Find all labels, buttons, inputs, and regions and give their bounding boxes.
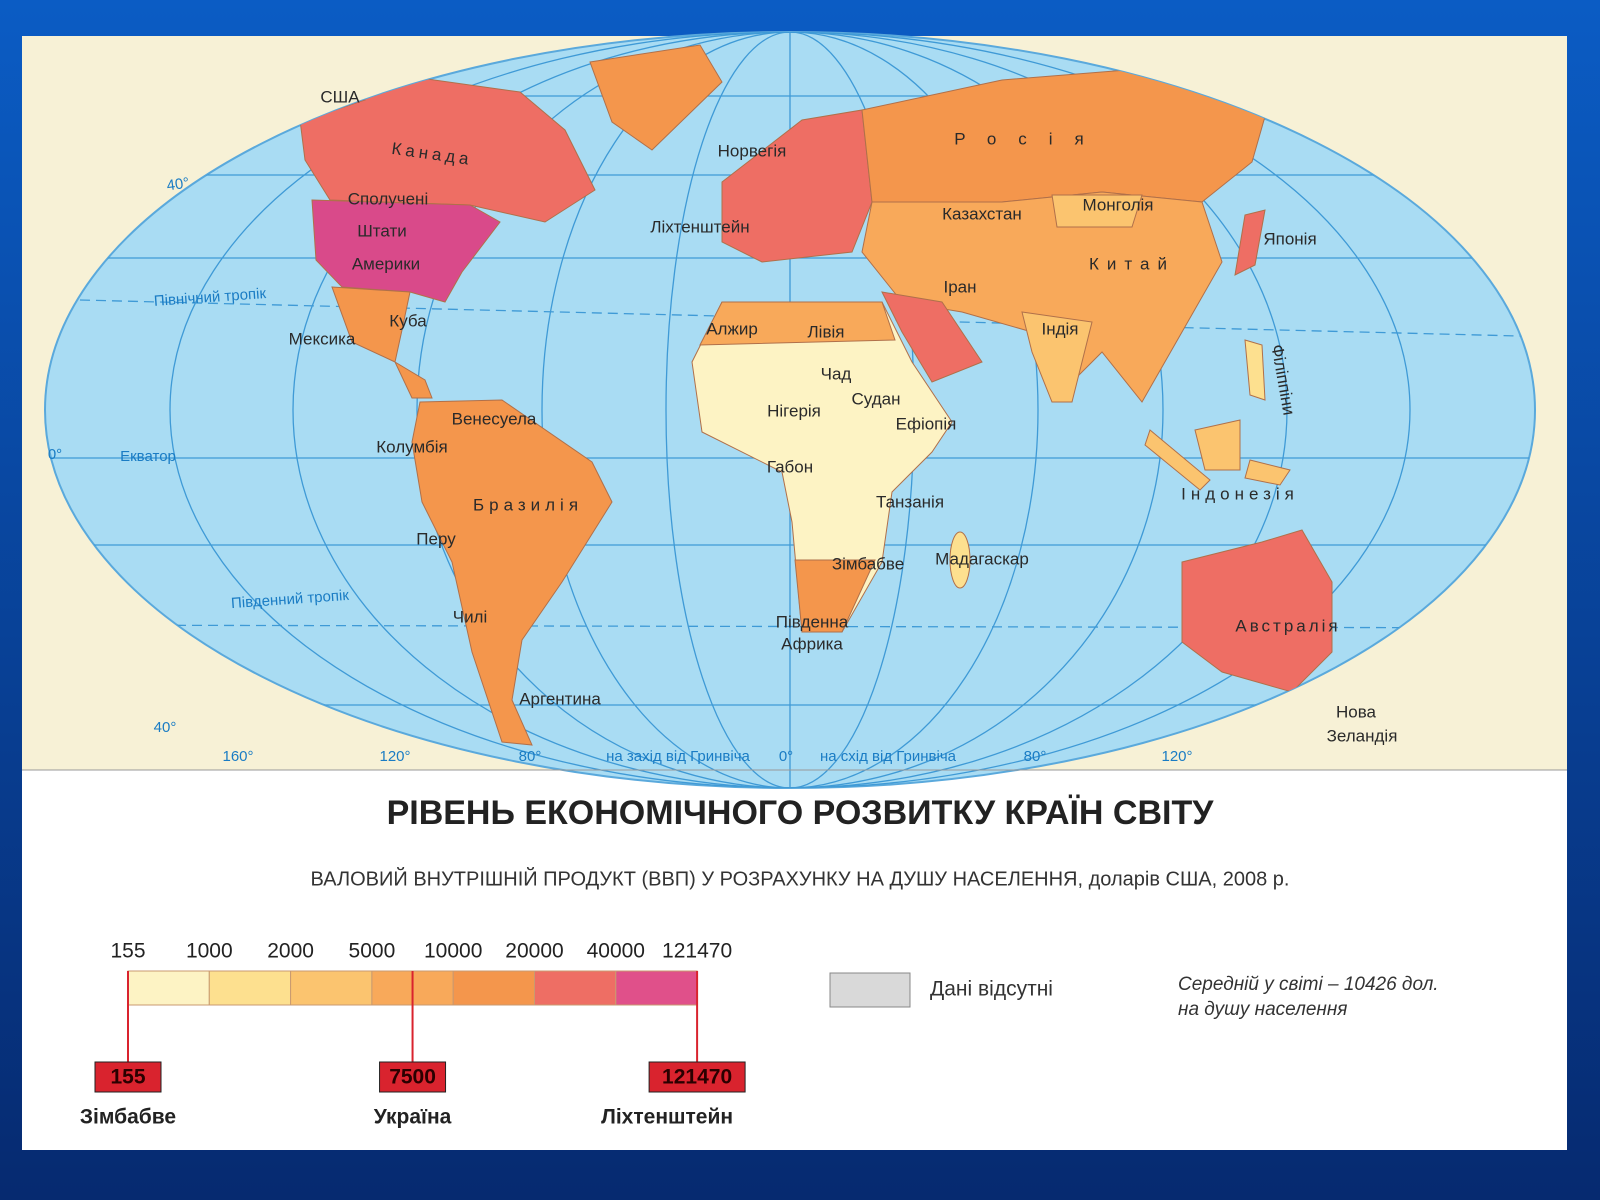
- marker-box: [648, 1061, 746, 1093]
- country-label: Індонезія: [1181, 484, 1299, 503]
- country-label: Монголія: [1082, 195, 1153, 214]
- europe: [721, 109, 873, 263]
- legend-swatch: [534, 970, 617, 1006]
- country-label: Зеландія: [1327, 726, 1398, 745]
- india: [1021, 311, 1093, 403]
- country-label: Судан: [852, 389, 901, 408]
- country-label: Африка: [781, 634, 843, 653]
- country-label: Чад: [821, 364, 852, 383]
- africa: [691, 301, 953, 633]
- marker-country: Зімбабве: [80, 1106, 176, 1129]
- north-africa: [699, 301, 896, 346]
- grid-label: Екватор: [120, 448, 176, 465]
- grid-label: 40°: [166, 174, 191, 194]
- grid-label: на схід від Гринвіча: [820, 748, 957, 765]
- grid-label: 40°: [154, 719, 177, 736]
- usa: [311, 199, 501, 303]
- legend-swatch: [127, 970, 210, 1006]
- grid-label: на захід від Гринвіча: [606, 748, 750, 765]
- legend-tick-label: 2000: [267, 940, 314, 963]
- no-data-label: Дані відсутні: [930, 978, 1053, 1001]
- marker-value: 155: [110, 1066, 145, 1089]
- grid-label: 0°: [48, 446, 62, 463]
- country-label: Аргентина: [519, 689, 601, 708]
- note: на душу населення: [1178, 999, 1347, 1020]
- country-label: Штати: [357, 221, 407, 240]
- country-label: Сполучені: [348, 189, 428, 208]
- marker-country: Ліхтенштейн: [601, 1106, 733, 1129]
- country-label: Перу: [416, 529, 456, 548]
- marker-box: [94, 1061, 162, 1093]
- country-label: Венесуела: [452, 409, 537, 428]
- country-label: Колумбія: [376, 437, 447, 456]
- country-label: Зімбабве: [832, 554, 904, 573]
- marker-value: 7500: [389, 1066, 436, 1089]
- country-label: Нігерія: [767, 401, 821, 420]
- marker-box: [379, 1061, 447, 1093]
- japan: [1234, 209, 1266, 276]
- marker-value: 121470: [662, 1066, 732, 1089]
- country-label: Австралія: [1235, 616, 1340, 635]
- arabia: [881, 291, 983, 383]
- marker-country: Україна: [374, 1106, 452, 1129]
- country-label: Алжир: [706, 319, 758, 338]
- country-label: Куба: [389, 311, 427, 330]
- country-label: Мексика: [289, 329, 356, 348]
- mongolia: [1051, 194, 1143, 228]
- subtitle: ВАЛОВИЙ ВНУТРІШНІЙ ПРОДУКТ (ВВП) У РОЗРА…: [311, 866, 1290, 890]
- country-label: Ліхтенштейн: [650, 217, 749, 236]
- legend-swatch: [290, 970, 373, 1006]
- mexico: [331, 286, 433, 399]
- title: РІВЕНЬ ЕКОНОМІЧНОГО РОЗВИТКУ КРАЇН СВІТУ: [387, 794, 1215, 832]
- country-label: Іран: [943, 277, 976, 296]
- country-label: Габон: [767, 457, 813, 476]
- country-label: Бразилія: [473, 495, 583, 514]
- greenland: [589, 44, 723, 151]
- country-label: Китай: [1089, 254, 1175, 273]
- australia: [1181, 529, 1333, 693]
- canada: [299, 77, 596, 223]
- country-label: Індія: [1041, 319, 1078, 338]
- madagascar: [949, 531, 971, 589]
- legend-tick-label: 10000: [424, 940, 482, 963]
- country-label: Казахстан: [942, 204, 1022, 223]
- country-label: Японія: [1263, 229, 1316, 248]
- grid-label: 80°: [1024, 748, 1047, 765]
- map: [44, 31, 1536, 789]
- legend-tick-label: 20000: [505, 940, 563, 963]
- country-label: Мадагаскар: [935, 549, 1029, 568]
- grid-label: 120°: [379, 748, 410, 765]
- grid-label: 160°: [222, 748, 253, 765]
- legend-tick-label: 1000: [186, 940, 233, 963]
- country-label: Росія: [954, 129, 1106, 148]
- country-label: Чилі: [453, 607, 488, 626]
- grid-label: 120°: [1161, 748, 1192, 765]
- no-data-swatch: [829, 972, 911, 1008]
- philippines: [1244, 339, 1266, 401]
- note: Середній у світі – 10426 дол.: [1178, 974, 1439, 995]
- legend-swatch: [208, 970, 292, 1006]
- country-label: США: [320, 87, 360, 106]
- country-label: Норвегія: [718, 141, 787, 160]
- legend-swatch: [615, 970, 698, 1006]
- grid-label: 0°: [779, 748, 793, 765]
- map-labels: СШАКанадаСполученіШтатиАмерикиМексикаКуб…: [289, 87, 1398, 745]
- country-label: Лівія: [808, 322, 845, 341]
- country-label: Південна: [776, 612, 849, 631]
- legend: 155 1000 2000 5000 10000 20000 40000 121470 155 З…: [80, 940, 1439, 1129]
- grid-label: 80°: [519, 748, 542, 765]
- legend-swatch: [452, 970, 536, 1006]
- legend-tick-label: 5000: [349, 940, 396, 963]
- south-africa: [794, 559, 876, 633]
- legend-tick-label: 121470: [662, 940, 732, 963]
- country-label: Америки: [352, 254, 420, 273]
- legend-tick-label: 40000: [587, 940, 645, 963]
- legend-tick-label: 155: [110, 940, 145, 963]
- country-label: Нова: [1336, 702, 1377, 721]
- country-label: Танзанія: [876, 492, 944, 511]
- south-america: [411, 399, 613, 746]
- indonesia: [1144, 419, 1291, 491]
- country-label: Ефіопія: [896, 414, 957, 433]
